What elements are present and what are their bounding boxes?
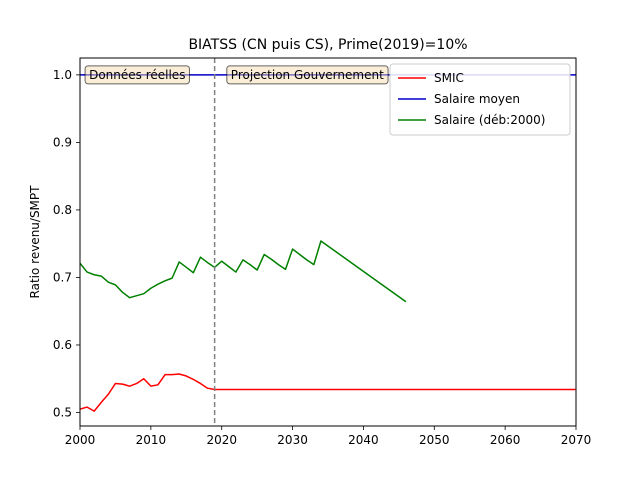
y-axis-label: Ratio revenu/SMPT [28,185,42,299]
annotation-box [226,65,389,85]
legend-label: Salaire (déb:2000) [434,113,545,127]
legend-label: SMIC [434,71,464,85]
annotations: Données réelles Projection Gouvernement [84,65,389,85]
x-tick-label: 2030 [277,433,308,447]
x-tick-label: 2060 [490,433,521,447]
x-tick-label: 2070 [561,433,592,447]
y-tick-label: 0.7 [53,270,72,284]
x-tick-label: 2000 [65,433,96,447]
chart-title: BIATSS (CN puis CS), Prime(2019)=10% [188,37,467,53]
x-tick-label: 2050 [419,433,450,447]
y-tick-label: 0.5 [53,405,72,419]
annotation-text: Projection Gouvernement [231,68,384,82]
legend: SMIC Salaire moyen Salaire (déb:2000) [389,63,571,136]
plot-frame [79,57,577,427]
annotation-box [84,65,190,85]
x-tick-label: 2040 [348,433,379,447]
x-tick-label: 2010 [136,433,167,447]
legend-item: SMIC [398,71,464,85]
y-tick-label: 0.6 [53,338,72,352]
y-tick-label: 1.0 [53,68,72,82]
x-axis: 2000 2010 2020 2030 2040 2050 2060 2070 [65,426,592,447]
x-tick-label: 2020 [206,433,237,447]
annotation: Données réelles [84,65,190,85]
annotation: Projection Gouvernement [226,65,389,85]
y-tick-label: 0.8 [53,203,72,217]
series-line [80,240,407,303]
series-line [80,373,576,412]
annotation-text: Données réelles [89,68,185,82]
y-axis: 0.5 0.6 0.7 0.8 0.9 1.0 [53,68,80,419]
legend-box [389,63,571,136]
legend-item: Salaire (déb:2000) [398,113,545,127]
legend-label: Salaire moyen [434,92,520,106]
legend-item: Salaire moyen [398,92,520,106]
y-tick-label: 0.9 [53,135,72,149]
